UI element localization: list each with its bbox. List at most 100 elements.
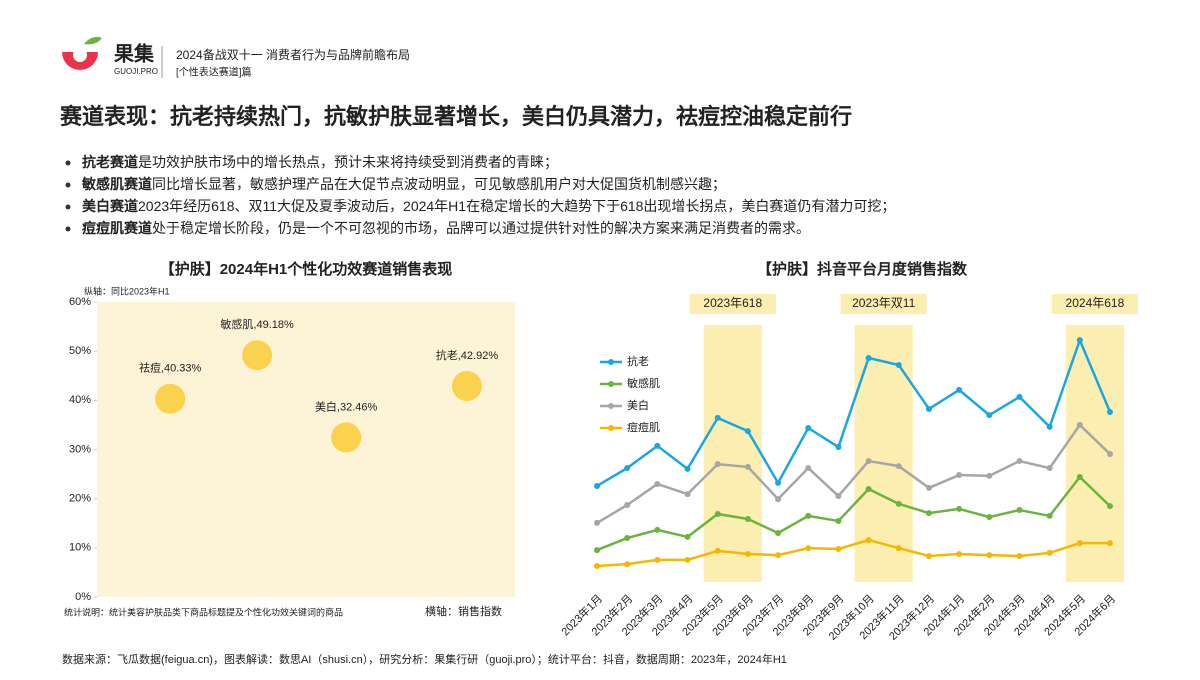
point: [835, 517, 842, 524]
legend-label: 敏感肌: [627, 376, 660, 390]
highlight-label-bg: [840, 294, 927, 314]
point: [1107, 503, 1113, 510]
legend-dot: [608, 403, 614, 409]
point: [1107, 540, 1113, 547]
y-tick-label: 10%: [69, 542, 91, 554]
point: [775, 496, 782, 503]
point: [956, 472, 963, 479]
chart-title: 【护肤】2024年H1个性化功效赛道销售表现: [160, 260, 453, 278]
bullet-text: 是功效护肤市场中的增长热点，预计未来将持续受到消费者的青睐；: [138, 154, 558, 171]
point: [805, 512, 812, 519]
bubble: [242, 340, 273, 371]
point: [714, 414, 721, 421]
highlight-label-bg: [689, 294, 776, 314]
point: [744, 551, 751, 557]
point: [1016, 393, 1023, 400]
point: [684, 465, 691, 472]
data-label: 抗老,42.92%: [436, 348, 499, 362]
point: [654, 481, 661, 487]
y-tick-label: 30%: [69, 443, 91, 455]
bubble: [451, 370, 482, 401]
point: [1107, 451, 1113, 458]
bullet-text: 2023年经历618、双11大促及夏季波动后，2024年H1在稳定增长的大趋势下…: [138, 198, 895, 215]
highlight-band: [1065, 325, 1124, 582]
y-tick-label: 20%: [69, 493, 91, 505]
report-sub: [个性表达赛道]篇: [176, 66, 252, 79]
note: 统计说明：统计美容护肤品类下商品标题提及个性化功效关键词的商品: [64, 606, 343, 617]
point: [654, 442, 661, 449]
point: [744, 516, 751, 522]
bullet-dot: [65, 204, 71, 210]
y-tick-label: 50%: [69, 345, 91, 357]
logo: [62, 36, 102, 70]
point: [1016, 552, 1023, 559]
data-label: 美白,32.46%: [315, 399, 378, 413]
legend-label: 痘痘肌: [627, 420, 660, 434]
logo-sub: GUOJI.PRO: [114, 67, 158, 76]
point: [714, 510, 721, 517]
bullet-dot: [65, 182, 71, 188]
bullet-term: 痘痘肌赛道: [82, 220, 152, 236]
point: [684, 491, 691, 498]
bullet-text: 处于稳定增长阶段，仍是一个不可忽视的市场，品牌可以通过提供针对性的解决方案来满足…: [152, 220, 810, 236]
data-label: 敏感肌,49.18%: [220, 317, 294, 331]
logo-text: 果集: [114, 41, 155, 65]
point: [744, 428, 751, 435]
highlight-label: 2024年618: [1066, 296, 1125, 310]
bullet: 痘痘肌赛道处于稳定增长阶段，仍是一个不可忽视的市场，品牌可以通过提供针对性的解决…: [82, 220, 810, 236]
point: [775, 552, 782, 559]
point: [925, 552, 932, 559]
point: [986, 412, 993, 419]
point: [1046, 423, 1053, 430]
series-line: [596, 538, 1110, 568]
point: [865, 458, 872, 465]
point: [925, 484, 932, 491]
y-tick-label: 40%: [69, 394, 91, 406]
point: [865, 537, 872, 543]
point: [835, 545, 842, 552]
legend-dot: [608, 381, 614, 387]
data-label: 祛痘,40.33%: [139, 361, 202, 375]
series-line: [596, 423, 1111, 524]
bullet-dot: [65, 160, 71, 166]
bullets: 抗老赛道是功效护肤市场中的增长热点，预计未来将持续受到消费者的青睐； 敏感肌赛道同…: [65, 154, 895, 236]
highlight-label-bg: [1051, 294, 1138, 314]
point: [835, 493, 842, 500]
highlight-label: 2023年双11: [852, 296, 915, 310]
point: [1076, 421, 1083, 428]
point: [594, 519, 600, 526]
point: [956, 551, 963, 557]
bullet: 敏感肌赛道同比增长显著，敏感护理产品在大促节点波动明显，可见敏感肌用户对大促国货…: [81, 176, 726, 193]
highlight-label: 2023年618: [703, 296, 762, 310]
point: [654, 526, 661, 533]
point: [805, 545, 812, 552]
point: [594, 547, 600, 554]
point: [775, 479, 782, 486]
point: [684, 556, 691, 563]
point: [1076, 540, 1083, 547]
bubble: [155, 383, 186, 414]
point: [624, 465, 631, 472]
bullet: 美白赛道2023年经历618、双11大促及夏季波动后，2024年H1在稳定增长的…: [82, 198, 895, 215]
y-tick-label: 0%: [75, 591, 91, 603]
bullet-term: 美白赛道: [82, 198, 138, 214]
point: [895, 362, 902, 368]
point: [1076, 474, 1083, 480]
point: [654, 556, 661, 563]
point: [1046, 549, 1053, 556]
point: [1016, 507, 1023, 514]
series-line: [596, 336, 1112, 488]
bullet-text: 同比增长显著，敏感护理产品在大促节点波动明显，可见敏感肌用户对大促国货机制感兴趣…: [152, 176, 726, 193]
legend-dot: [608, 359, 614, 365]
point: [1107, 409, 1113, 416]
y-tick-label: 60%: [69, 296, 91, 308]
legend-dot: [608, 425, 614, 431]
point: [775, 530, 782, 536]
point: [925, 510, 932, 517]
point: [714, 547, 721, 554]
x-axis-label: 横轴：销售指数: [425, 604, 502, 618]
